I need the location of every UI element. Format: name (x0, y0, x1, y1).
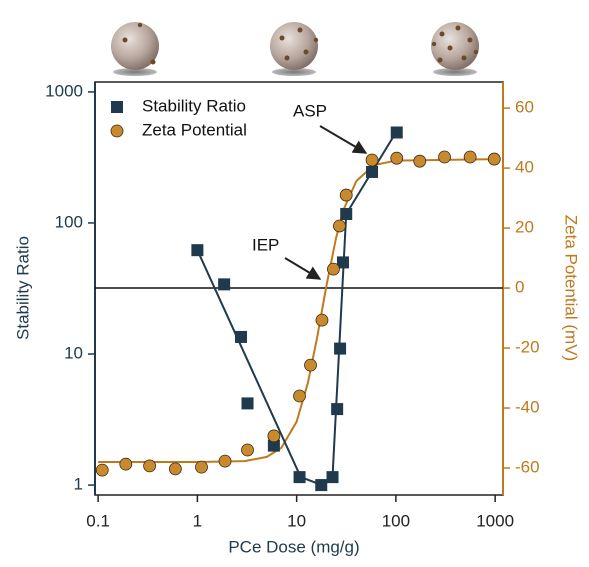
data-point (413, 154, 427, 168)
data-point (241, 443, 254, 457)
y2-tick-label: 40 (515, 158, 534, 177)
x-tick-label: 1000 (476, 511, 514, 530)
y2-tick-label: 60 (515, 98, 534, 117)
y2-tick-label: 0 (515, 278, 524, 297)
data-point (390, 126, 403, 139)
data-point (334, 342, 347, 355)
data-point (315, 479, 328, 492)
legend-label: Zeta Potential (142, 120, 247, 139)
data-point (365, 153, 379, 167)
annotation-arrow (284, 257, 322, 280)
fit-line (98, 158, 496, 463)
data-point (326, 471, 339, 484)
data-point (293, 471, 306, 484)
data-point (333, 219, 346, 233)
y-tick-label: 1000 (45, 81, 83, 100)
annotation: IEP (252, 235, 279, 254)
data-point (241, 397, 254, 410)
data-point (191, 244, 204, 257)
data-point (315, 313, 329, 327)
data-point (293, 389, 306, 403)
data-point (195, 460, 208, 474)
legend-marker (111, 101, 123, 113)
particle-illustrations (111, 22, 479, 76)
data-point (218, 278, 231, 291)
data-point (463, 150, 477, 164)
data-point (267, 439, 280, 452)
data-point (95, 463, 109, 477)
x-tick-label: 0.1 (86, 511, 110, 530)
data-point (390, 151, 404, 165)
fit-line (196, 131, 397, 487)
y2-axis-label: Zeta Potential (mV) (562, 215, 581, 361)
data-point (487, 152, 501, 166)
data-point (366, 165, 379, 178)
data-point (339, 188, 353, 202)
data-point (340, 208, 353, 221)
x-tick-label: 100 (382, 511, 410, 530)
x-tick-label: 1 (193, 511, 202, 530)
y-tick-label: 10 (64, 344, 83, 363)
data-point (438, 150, 451, 164)
x-axis-label: PCe Dose (mg/g) (228, 537, 359, 556)
data-point (331, 403, 344, 416)
data-point (234, 330, 247, 343)
y2-tick-label: -20 (515, 338, 540, 357)
data-point (218, 454, 232, 468)
data-point (267, 429, 281, 443)
legend-label: Stability Ratio (142, 96, 246, 115)
data-point (304, 358, 317, 372)
x-tick-label: 10 (287, 511, 306, 530)
y-tick-label: 100 (55, 212, 83, 231)
data-point (336, 256, 349, 269)
y-axis-label: Stability Ratio (13, 236, 32, 340)
data-point (327, 262, 340, 276)
y-tick-label: 1 (74, 475, 83, 494)
y2-tick-label: 20 (515, 218, 534, 237)
annotation-arrow (319, 125, 368, 154)
legend-marker (110, 124, 124, 138)
annotation: ASP (293, 101, 327, 120)
y2-tick-label: -60 (515, 457, 540, 476)
data-point (119, 457, 133, 471)
y2-tick-label: -40 (515, 398, 540, 417)
data-point (168, 462, 182, 476)
data-point (143, 459, 156, 473)
